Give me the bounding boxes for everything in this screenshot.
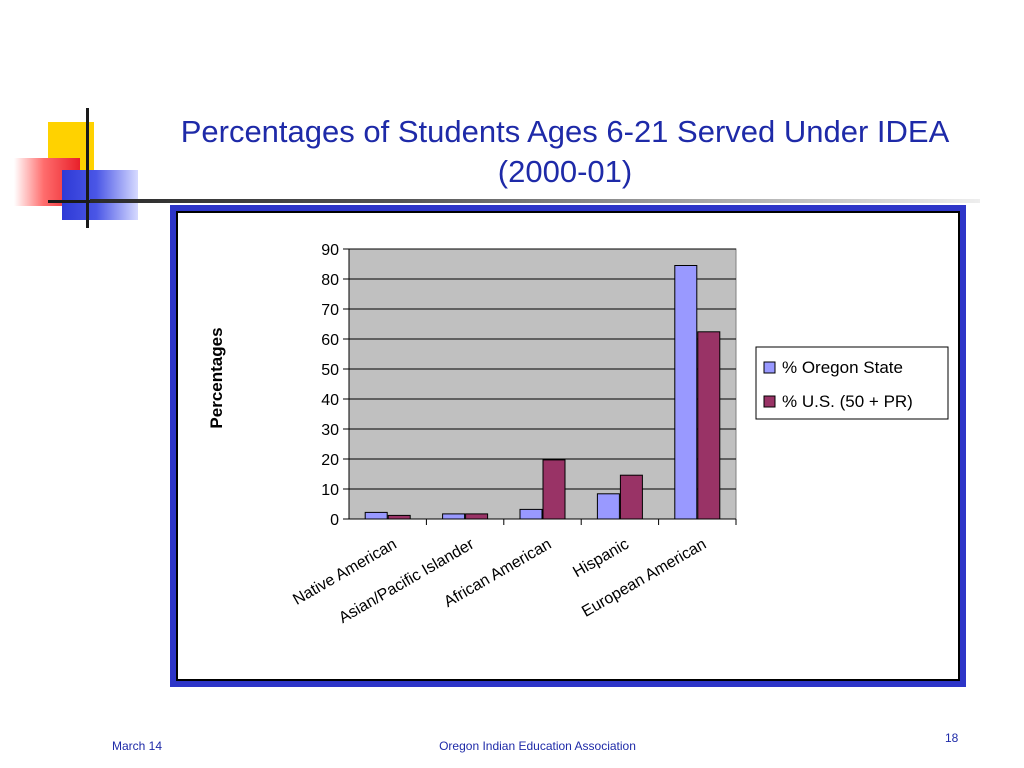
slide-title-line1: Percentages of Students Ages 6-21 Served… xyxy=(180,114,950,149)
legend-label: % Oregon State xyxy=(782,358,903,377)
bar-oregon-european-american xyxy=(674,265,698,520)
bar-oregon-african-american xyxy=(519,508,543,520)
y-tick-label: 70 xyxy=(321,302,339,319)
legend-swatch xyxy=(763,395,776,408)
slide-title-line2: (2000-01) xyxy=(497,154,633,189)
bar-oregon-native-american xyxy=(364,511,388,520)
y-tick-label: 90 xyxy=(321,242,339,259)
bar-us-european-american xyxy=(697,331,721,520)
bar-us-hispanic xyxy=(619,474,643,520)
y-tick-label: 80 xyxy=(321,272,339,289)
x-tick-label: Hispanic xyxy=(570,536,632,581)
decoration-vertical-line xyxy=(86,108,89,228)
y-tick-label: 10 xyxy=(321,482,339,499)
chart-frame: 0 10 20 30 40 50 60 70 80 90 Native American Asian/… xyxy=(170,205,966,687)
legend-label: % U.S. (50 + PR) xyxy=(782,392,913,411)
x-tick-label: European American xyxy=(579,536,709,621)
y-tick-label: 30 xyxy=(321,422,339,439)
legend-box xyxy=(755,346,949,420)
bar-us-african-american xyxy=(542,459,566,520)
chart-area: 0 10 20 30 40 50 60 70 80 90 Native American Asian/… xyxy=(176,211,960,681)
bar-us-asian-pacific-islander xyxy=(465,513,489,520)
title-decoration xyxy=(0,100,160,240)
footer-page-number: 18 xyxy=(945,731,959,745)
y-axis-title: Percentages xyxy=(207,327,226,428)
footer-organization: Oregon Indian Education Association xyxy=(439,739,636,753)
bar-us-native-american xyxy=(387,514,411,520)
legend-swatch xyxy=(763,361,776,374)
slide-title: Percentages of Students Ages 6-21 Served… xyxy=(145,112,985,192)
bar-oregon-hispanic xyxy=(596,493,620,520)
y-tick-label: 40 xyxy=(321,392,339,409)
decoration-blue-square xyxy=(62,170,138,220)
y-tick-label: 60 xyxy=(321,332,339,349)
y-tick-label: 20 xyxy=(321,452,339,469)
x-tick-label: Asian/Pacific Islander xyxy=(336,535,478,627)
bar-oregon-asian-pacific-islander xyxy=(442,513,466,520)
y-tick-label: 50 xyxy=(321,362,339,379)
title-underline-rule xyxy=(90,199,980,203)
footer-date: March 14 xyxy=(112,739,163,753)
y-tick-label: 0 xyxy=(330,512,339,529)
